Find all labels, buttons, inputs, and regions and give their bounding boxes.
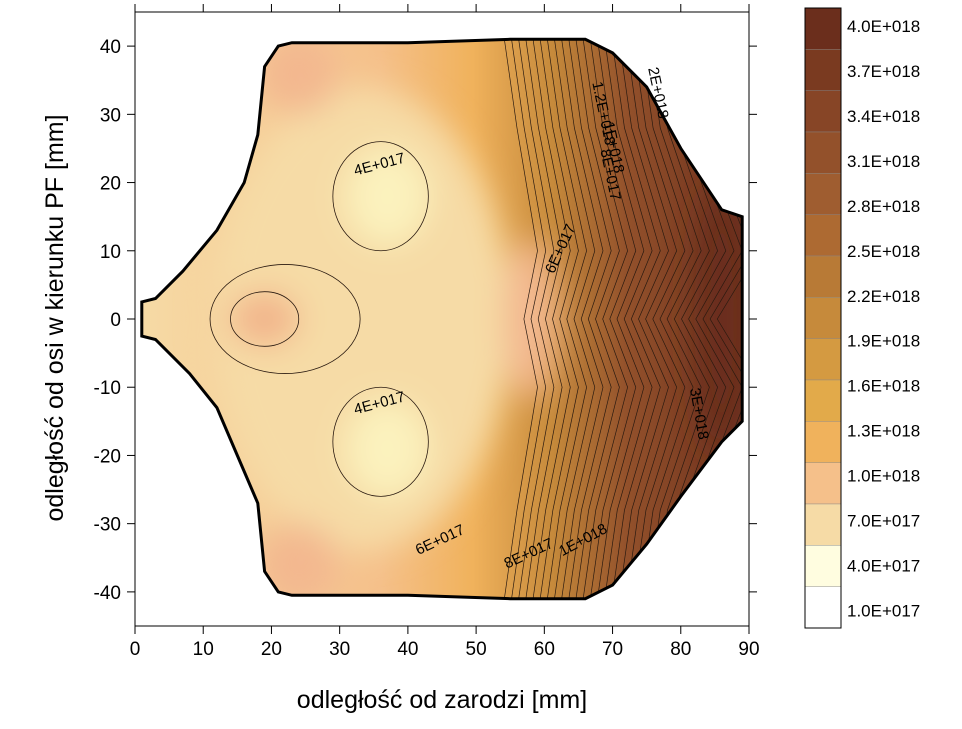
legend-frame [804, 7, 842, 629]
y-tick-label: 40 [100, 37, 121, 58]
legend-swatch [804, 214, 842, 257]
legend-swatch [804, 49, 842, 91]
legend-label: 3.7E+018 [847, 62, 920, 81]
y-tick-label: -10 [94, 378, 121, 399]
contour-line [639, 39, 694, 599]
legend-label: 4.0E+018 [847, 17, 920, 36]
contour-line [503, 39, 538, 599]
y-tick-label: -30 [94, 515, 121, 536]
field-region [346, 400, 429, 497]
contour-line [209, 264, 361, 374]
legend-label: 1.0E+017 [847, 602, 920, 621]
contour-line [553, 39, 596, 599]
contour-line [230, 291, 300, 347]
y-axis-title: odległość od osi w kierunku PF [mm] [41, 114, 69, 521]
x-tick-label: 0 [130, 639, 141, 660]
legend-swatch [804, 462, 842, 505]
y-tick-label: -20 [94, 446, 121, 467]
contour-line [510, 39, 547, 599]
y-axis: -40 -30 -20 -10 0 10 20 30 40 [94, 37, 757, 604]
contour-line [332, 141, 429, 252]
legend-swatch [804, 503, 842, 546]
field-region [694, 182, 743, 456]
field-region [346, 148, 429, 244]
legend-label: 1.9E+018 [847, 332, 920, 351]
y-tick-label: 10 [100, 242, 121, 263]
contour-line [603, 39, 653, 599]
y-tick-label: -40 [94, 583, 121, 604]
legend-label: 2.2E+018 [847, 287, 920, 306]
contour-line [538, 39, 579, 599]
legend-swatch [804, 379, 842, 422]
legend-swatch [804, 421, 842, 463]
color-legend: 4.0E+018 3.7E+018 3.4E+018 3.1E+018 2.8E+018… [804, 7, 920, 629]
x-tick-label: 90 [738, 639, 759, 660]
contour-line [581, 39, 628, 599]
legend-swatch [804, 173, 842, 215]
field-corner [257, 523, 340, 599]
legend-swatch [804, 338, 842, 381]
y-tick-label: 20 [100, 174, 121, 195]
legend-swatch [804, 90, 842, 133]
legend-label: 4.0E+017 [847, 557, 920, 576]
contour-line [653, 39, 710, 599]
contour-line [646, 39, 702, 599]
contour-line [567, 39, 612, 599]
specimen-boundary [140, 37, 744, 601]
x-tick-label: 30 [329, 639, 350, 660]
y-tick-label: 0 [110, 310, 121, 331]
y-tick-label: 30 [100, 105, 121, 126]
contour-lines [209, 39, 743, 599]
contour-line [574, 39, 620, 599]
x-tick-label: 10 [193, 639, 214, 660]
x-axis-title: odległość od zarodzi [mm] [297, 686, 587, 714]
contour-line [589, 39, 637, 599]
x-tick-label: 50 [466, 639, 487, 660]
contour-line [617, 39, 669, 599]
contour-line [517, 39, 555, 599]
contour-line [546, 39, 587, 599]
legend-swatch [804, 297, 842, 339]
contour-line [624, 39, 678, 599]
contour-line [332, 386, 429, 497]
legend-label: 1.3E+018 [847, 422, 920, 441]
legend-label: 2.5E+018 [847, 242, 920, 261]
legend-swatch [804, 586, 842, 629]
field-blobs [210, 39, 743, 599]
contour-line [596, 39, 645, 599]
legend-label: 3.4E+018 [847, 107, 920, 126]
x-tick-label: 60 [534, 639, 555, 660]
x-tick-label: 20 [261, 639, 282, 660]
legend-label: 1.6E+018 [847, 377, 920, 396]
legend-label: 3.1E+018 [847, 152, 920, 171]
contour-line [631, 39, 686, 599]
contour-line [524, 39, 563, 599]
x-tick-label: 80 [670, 639, 691, 660]
contour-line [560, 39, 604, 599]
legend-swatch [804, 131, 842, 174]
legend-label: 2.8E+018 [847, 197, 920, 216]
legend-swatch [804, 255, 842, 298]
legend-label: 1.0E+018 [847, 467, 920, 486]
contour-line [610, 39, 661, 599]
contour-line [531, 39, 571, 599]
legend-swatch [804, 7, 842, 50]
field-corner [257, 39, 340, 115]
legend-swatch [804, 545, 842, 587]
legend-label: 7.0E+017 [847, 512, 920, 531]
x-axis: 0 10 20 30 40 50 60 70 80 90 [130, 4, 760, 660]
x-tick-label: 40 [397, 639, 418, 660]
x-tick-label: 70 [602, 639, 623, 660]
field-region [230, 291, 299, 347]
